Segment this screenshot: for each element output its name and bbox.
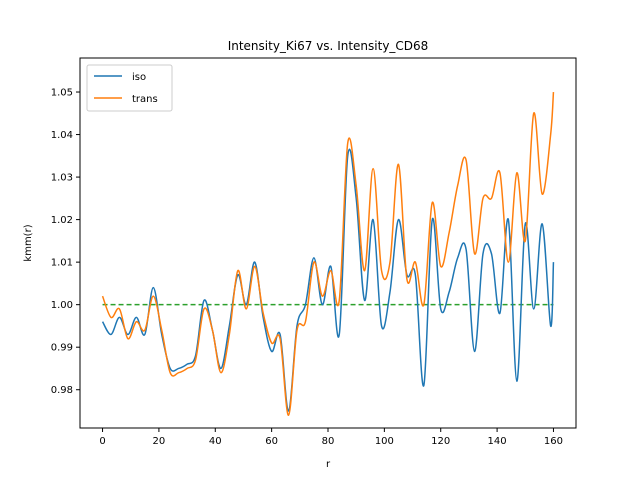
x-tick-label: 140 xyxy=(488,436,507,447)
x-tick-label: 60 xyxy=(265,436,278,447)
chart-title: Intensity_Ki67 vs. Intensity_CD68 xyxy=(228,39,429,53)
x-tick-label: 160 xyxy=(544,436,563,447)
legend-box xyxy=(86,64,173,112)
x-tick-label: 120 xyxy=(431,436,450,447)
series-line-iso xyxy=(101,148,555,412)
x-tick-label: 100 xyxy=(375,436,394,447)
plot-background xyxy=(80,58,576,428)
y-tick-label: 1.03 xyxy=(51,173,73,184)
x-axis-label: r xyxy=(326,459,331,470)
x-tick-label: 40 xyxy=(209,436,222,447)
x-tick-label: 20 xyxy=(153,436,166,447)
y-tick-label: 1.01 xyxy=(51,258,73,269)
y-tick-label: 1.05 xyxy=(51,88,73,99)
series-line-trans xyxy=(101,91,555,416)
y-tick-label: 0.99 xyxy=(51,343,73,354)
y-tick-label: 0.98 xyxy=(51,385,73,396)
x-axis-ticks: 0 20 40 60 80 100 120 140 160 xyxy=(99,428,563,447)
x-tick-label: 80 xyxy=(322,436,335,447)
y-tick-label: 1.00 xyxy=(51,300,73,311)
legend-label-iso: iso xyxy=(132,72,146,83)
series-layer xyxy=(101,91,555,416)
legend: iso trans xyxy=(86,64,173,112)
legend-label-trans: trans xyxy=(132,94,158,105)
y-tick-label: 1.02 xyxy=(51,215,73,226)
x-tick-label: 0 xyxy=(99,436,105,447)
y-tick-label: 1.04 xyxy=(51,130,73,141)
y-axis-label: kmm(r) xyxy=(23,224,34,261)
y-axis-ticks: 0.98 0.99 1.00 1.01 1.02 1.03 1.04 1.05 xyxy=(51,88,80,396)
